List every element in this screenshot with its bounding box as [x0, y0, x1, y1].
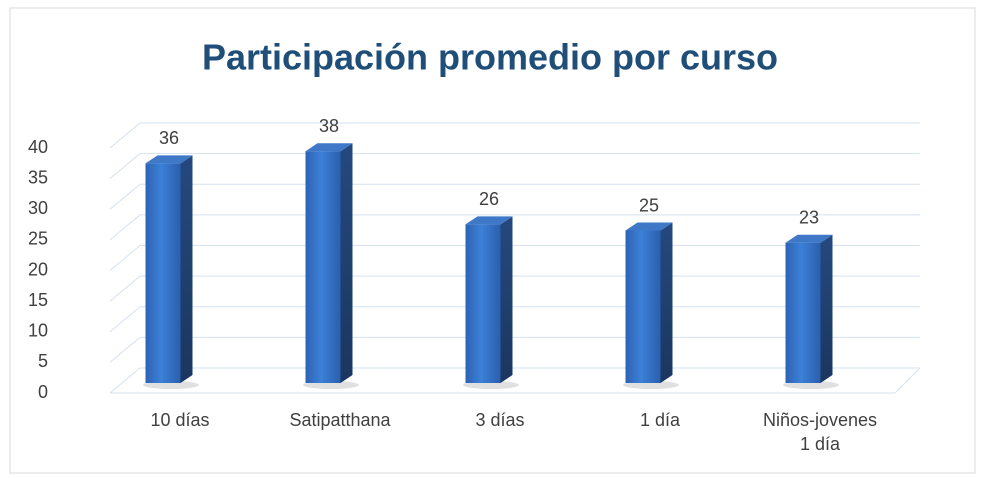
y-tick-label: 35	[28, 167, 48, 187]
bar	[465, 216, 513, 383]
chart-border	[9, 7, 976, 474]
grid-line	[109, 214, 920, 241]
y-tick-label: 5	[38, 351, 48, 371]
value-label: 23	[799, 207, 819, 227]
y-tick-label: 25	[28, 229, 48, 249]
value-label: 25	[639, 195, 659, 215]
bar-front	[625, 230, 661, 383]
value-label: 26	[479, 189, 499, 209]
floor-edge	[894, 367, 921, 394]
bar-side	[500, 216, 513, 383]
x-tick-label: Satipatthana	[289, 410, 391, 430]
bar-side	[660, 222, 673, 383]
y-tick-label: 10	[28, 321, 48, 341]
x-tick-label: 10 días	[150, 410, 210, 430]
bar-side	[340, 143, 353, 383]
y-tick-label: 15	[28, 290, 48, 310]
bar	[625, 222, 673, 383]
bar-front	[785, 242, 821, 383]
bar	[145, 155, 193, 383]
bar-top	[465, 216, 513, 225]
bar-top	[305, 143, 353, 152]
y-tick-label: 40	[28, 137, 48, 157]
bar-top	[145, 155, 193, 164]
bar-side	[820, 234, 833, 383]
bar	[305, 143, 353, 383]
bar-top	[625, 222, 673, 231]
x-tick-label: 1 día	[639, 410, 681, 430]
bar-front	[305, 151, 341, 383]
x-tick-label: 3 días	[475, 410, 525, 430]
x-tick-label: Niños-jovenes 1 día	[762, 410, 878, 454]
grid-line	[109, 122, 920, 149]
value-label: 38	[319, 116, 339, 136]
bar-front	[145, 163, 181, 383]
y-tick-label: 30	[28, 198, 48, 218]
y-tick-label: 20	[28, 259, 48, 279]
value-label: 36	[159, 128, 179, 148]
bar-top	[785, 234, 833, 243]
grid-line	[109, 183, 920, 210]
bar-front	[465, 224, 501, 383]
y-tick-label: 0	[38, 382, 48, 402]
chart-title: Participación promedio por curso	[202, 37, 778, 78]
bar	[785, 234, 833, 383]
bar-side	[180, 155, 193, 383]
grid-line	[109, 153, 920, 180]
